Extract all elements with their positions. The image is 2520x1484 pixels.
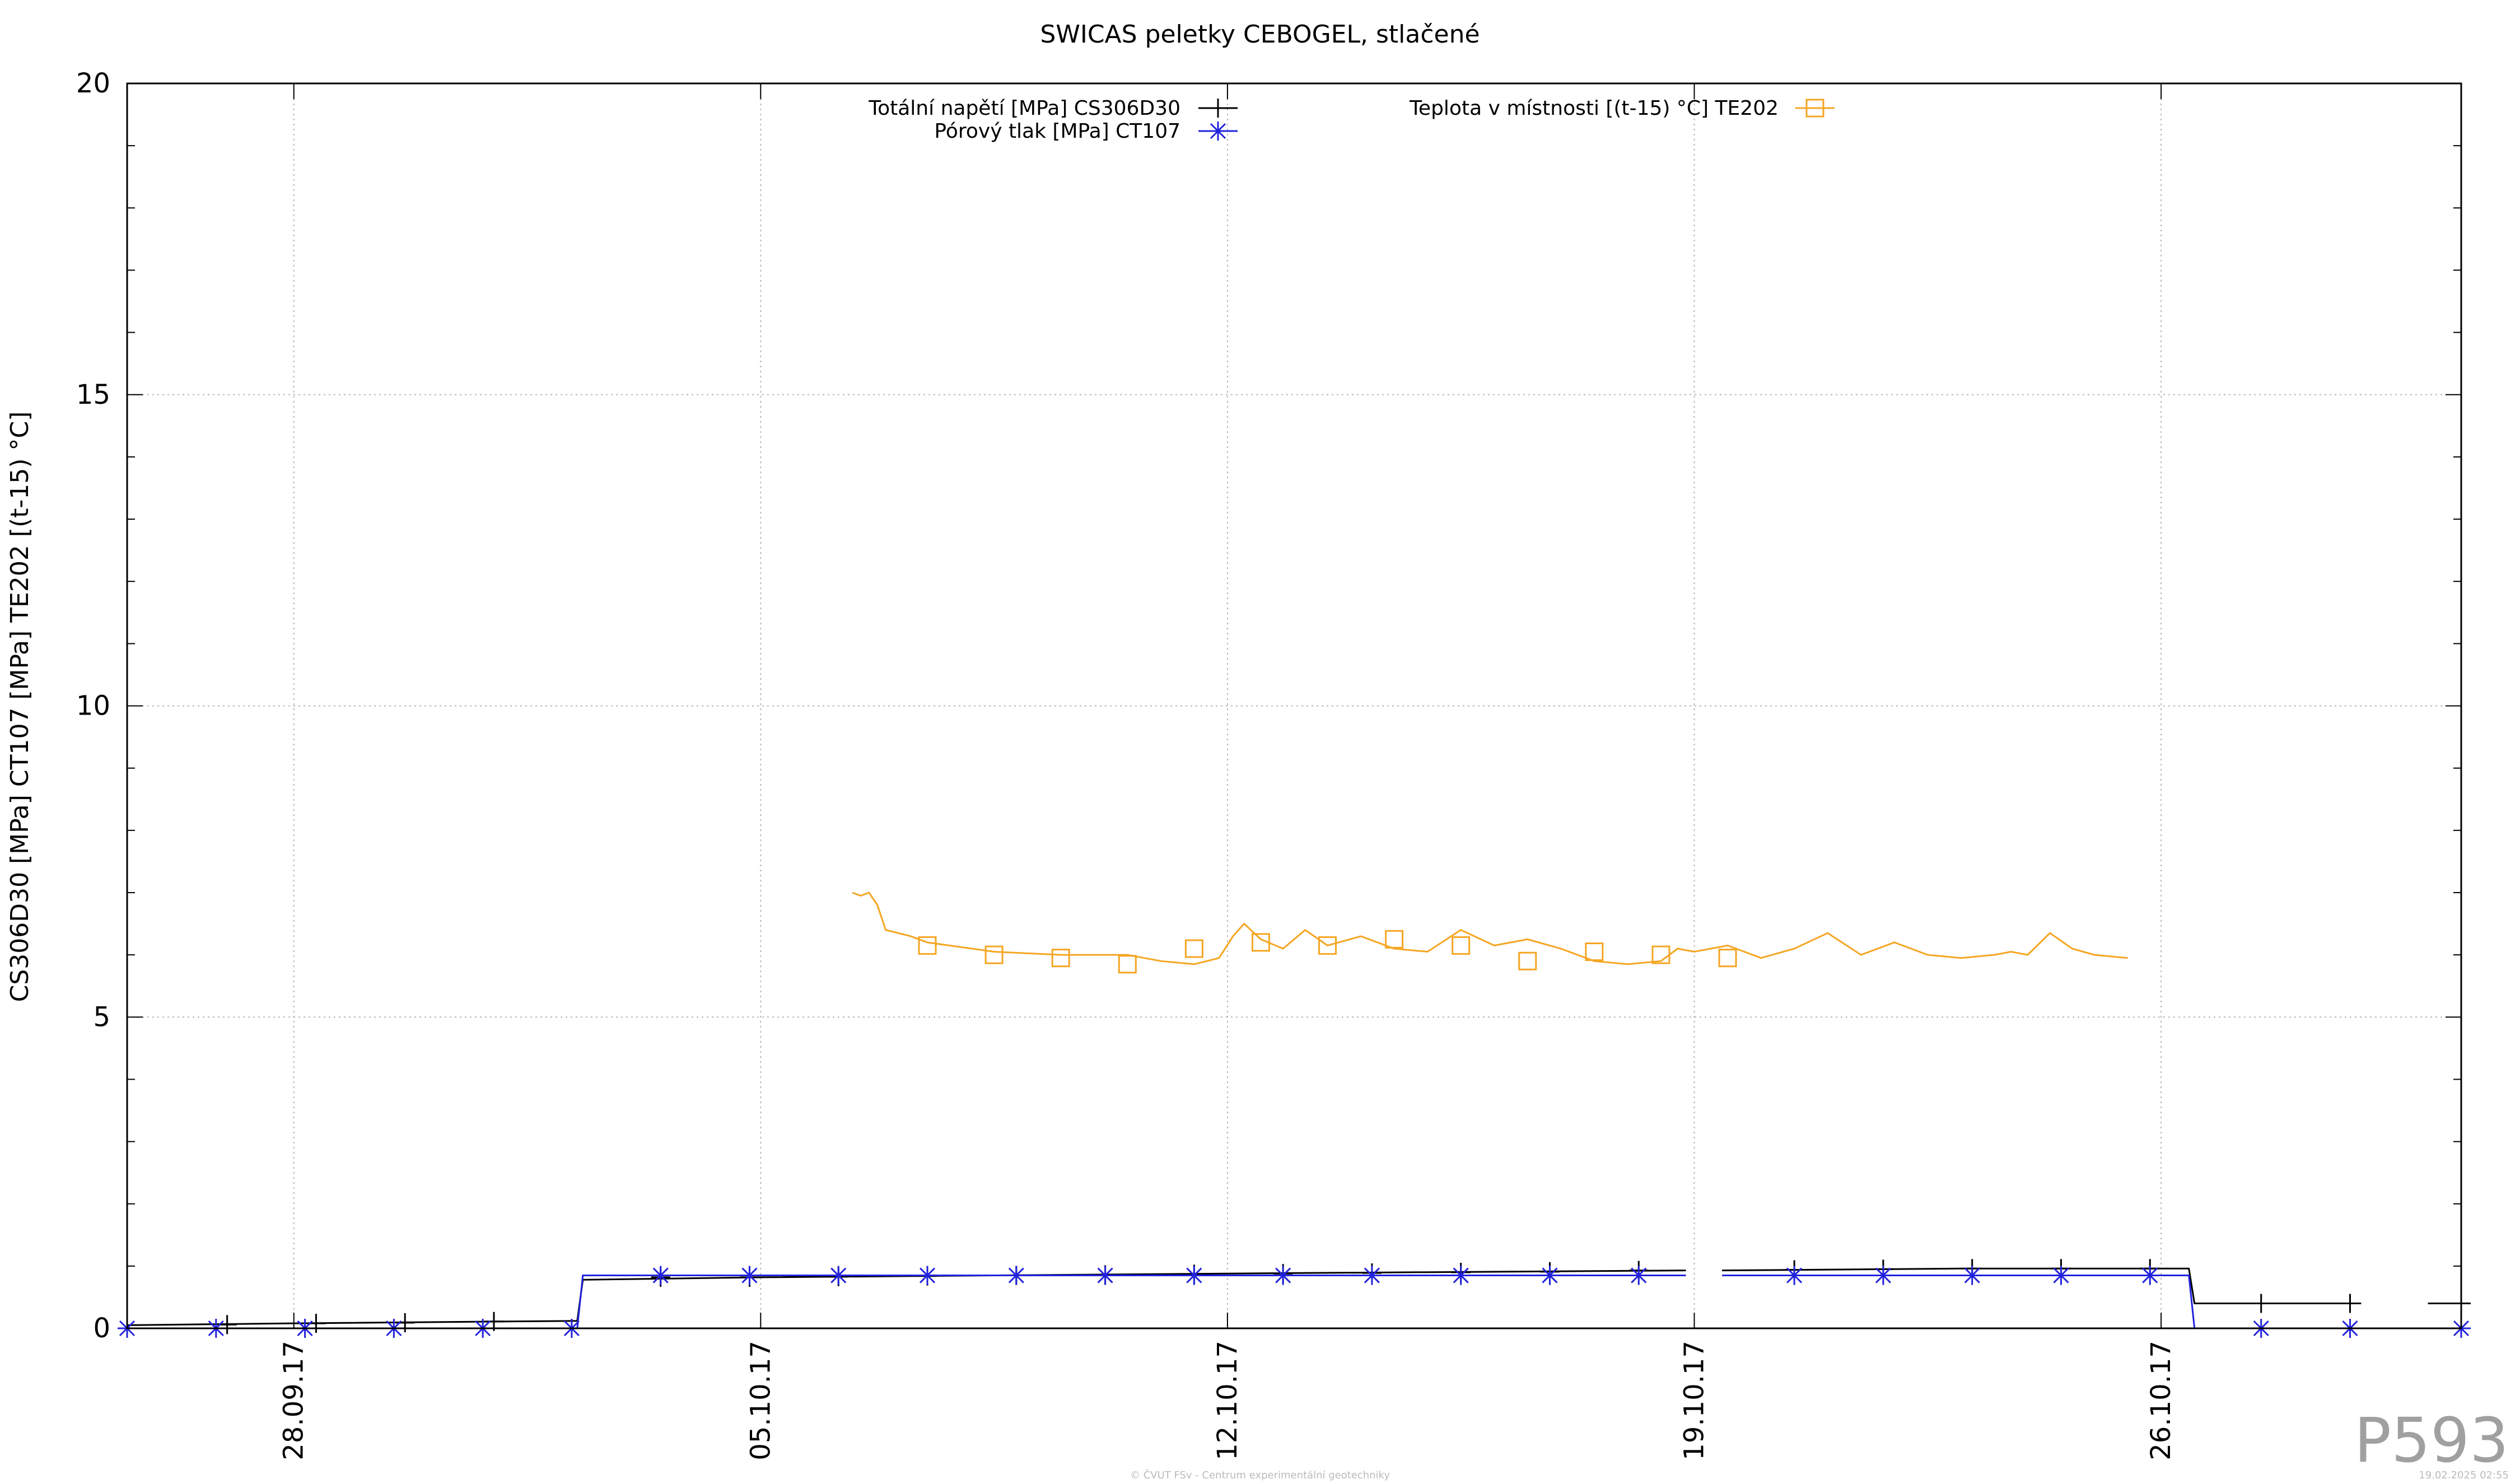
- series-point: [1095, 1266, 1115, 1285]
- marker-stroke: [1118, 955, 1137, 974]
- x-tick-label: 28.09.17: [278, 1341, 310, 1460]
- legend-label: Teplota v místnosti [(t-15) °C] TE202: [1409, 97, 1779, 120]
- series-point: [1718, 949, 1737, 968]
- series-point: [1184, 1266, 1204, 1285]
- marker-stroke: [1718, 949, 1737, 968]
- marker-stroke: [830, 1267, 847, 1284]
- footer-credit: © ČVUT FSv - Centrum experimentální geot…: [1130, 1469, 1390, 1481]
- marker-stroke: [1184, 939, 1203, 958]
- series-point: [1318, 936, 1337, 955]
- series-point: [2340, 1294, 2360, 1313]
- y-tick-label: 20: [76, 68, 110, 99]
- x-tick-label: 19.10.17: [1679, 1341, 1710, 1460]
- legend-marker: [1208, 99, 1228, 118]
- marker-stroke: [2142, 1267, 2158, 1284]
- marker-stroke: [1275, 1267, 1291, 1284]
- series-point: [1518, 951, 1537, 970]
- marker-stroke: [1385, 930, 1404, 949]
- series-2: [852, 892, 2128, 974]
- marker-stroke: [1452, 936, 1471, 955]
- series-point: [1251, 933, 1270, 952]
- marker-stroke: [741, 1267, 758, 1284]
- series-point: [2140, 1266, 2160, 1285]
- series-point: [740, 1266, 759, 1285]
- marker-stroke: [1210, 123, 1226, 139]
- x-axis-ticks: 28.09.17 05.10.17 12.10.17 19.10.17 26.10.17: [278, 83, 2177, 1460]
- series-point: [1451, 1266, 1471, 1285]
- series-point: [1962, 1266, 1982, 1285]
- marker-stroke: [1008, 1267, 1024, 1284]
- marker-stroke: [1875, 1267, 1891, 1284]
- series-point: [1118, 955, 1137, 974]
- series-point: [651, 1266, 670, 1285]
- marker-stroke: [1786, 1267, 1803, 1284]
- marker-stroke: [984, 945, 1004, 964]
- series-point: [1385, 930, 1404, 949]
- footer-timestamp: 19.02.2025 02:55: [2419, 1469, 2509, 1481]
- series-point: [1184, 939, 1203, 958]
- marker-stroke: [2053, 1267, 2069, 1284]
- plot-frame: [126, 82, 2462, 1329]
- marker-stroke: [1585, 942, 1604, 962]
- y-axis-label: CS306D30 [MPa] CT107 [MPa] TE202 [(t-15)…: [6, 412, 34, 1002]
- marker-stroke: [1364, 1267, 1380, 1284]
- marker-stroke: [1453, 1267, 1469, 1284]
- series-point: [1873, 1266, 1893, 1285]
- marker-stroke: [1097, 1267, 1113, 1284]
- grid-lines: [127, 83, 2461, 1328]
- series-point: [918, 936, 937, 955]
- x-tick-label: 12.10.17: [1212, 1341, 1243, 1460]
- y-tick-label: 15: [76, 379, 110, 410]
- y-tick-label: 0: [93, 1313, 110, 1344]
- marker-stroke: [1805, 99, 1824, 118]
- marker-stroke: [919, 1267, 936, 1284]
- y-tick-label: 10: [76, 690, 110, 722]
- y-tick-label: 5: [93, 1001, 110, 1033]
- marker-stroke: [1186, 1267, 1202, 1284]
- marker-stroke: [652, 1267, 669, 1284]
- series-point: [984, 945, 1004, 964]
- marker-stroke: [1964, 1267, 1980, 1284]
- series-point: [1273, 1266, 1293, 1285]
- series-point: [1362, 1266, 1382, 1285]
- series-point: [918, 1266, 937, 1285]
- marker-stroke: [1651, 945, 1670, 964]
- x-tick-label: 26.10.17: [2145, 1341, 2177, 1460]
- series-point: [1051, 949, 1070, 968]
- x-tick-label: 05.10.17: [745, 1341, 776, 1460]
- marker-stroke: [1318, 936, 1337, 955]
- legend-marker: [1805, 99, 1824, 118]
- marker-stroke: [1631, 1267, 1647, 1284]
- marker-stroke: [1251, 933, 1270, 952]
- series-point: [2251, 1294, 2271, 1313]
- series-point: [1452, 936, 1471, 955]
- series-point: [1006, 1266, 1026, 1285]
- series-point: [1585, 942, 1604, 962]
- legend-label: Totální napětí [MPa] CS306D30: [868, 97, 1180, 120]
- marker-stroke: [918, 936, 937, 955]
- watermark: P593: [2354, 1404, 2509, 1476]
- series-point: [2051, 1266, 2071, 1285]
- marker-stroke: [1518, 951, 1537, 970]
- legend-label: Pórový tlak [MPa] CT107: [934, 120, 1180, 143]
- series-point: [829, 1266, 848, 1285]
- marker-stroke: [1051, 949, 1070, 968]
- chart-title: SWICAS peletky CEBOGEL, stlačené: [1040, 20, 1480, 49]
- series-point: [1785, 1266, 1804, 1285]
- series-point: [1629, 1266, 1649, 1285]
- legend-marker: [1208, 122, 1228, 141]
- series-line: [852, 892, 2128, 965]
- marker-stroke: [1542, 1267, 1558, 1284]
- series-point: [1651, 945, 1670, 964]
- series-point: [1540, 1266, 1560, 1285]
